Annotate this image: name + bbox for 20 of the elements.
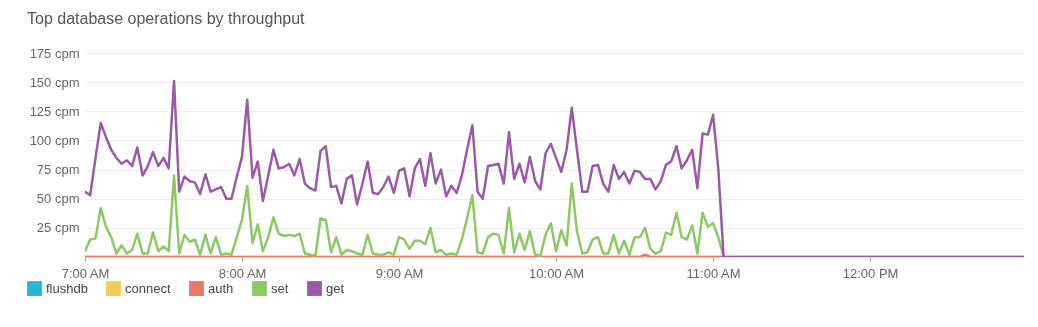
y-tick-label: 25 cpm: [36, 220, 80, 236]
y-tick-label: 175 cpm: [29, 45, 80, 61]
x-tick-label: 10:00 AM: [529, 265, 585, 281]
y-tick-label: 125 cpm: [29, 103, 80, 119]
x-tick-label: 9:00 AM: [375, 265, 424, 281]
chart-title: Top database operations by throughput: [27, 10, 306, 27]
y-tick-label: 150 cpm: [29, 74, 80, 90]
x-tick-label: 11:00 AM: [686, 265, 741, 281]
y-tick-label: 50 cpm: [36, 191, 80, 207]
legend-label: flushdb: [46, 280, 88, 296]
y-tick-label: 100 cpm: [29, 132, 80, 148]
legend-label: auth: [208, 280, 234, 296]
line-series: [85, 79, 1024, 257]
x-tick-label: 7:00 AM: [61, 265, 110, 281]
x-tick-label: 8:00 AM: [218, 265, 267, 281]
legend-label: set: [271, 280, 289, 296]
y-tick-label: 75 cpm: [36, 162, 80, 178]
x-tick-label: 12:00 PM: [842, 265, 899, 281]
legend-label: connect: [125, 280, 171, 296]
legend-label: get: [326, 280, 345, 296]
